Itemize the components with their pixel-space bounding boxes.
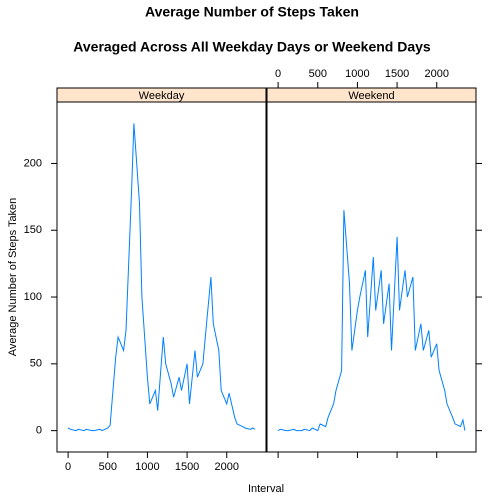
y-axis-label: Average Number of Steps Taken [7,198,19,357]
line [277,210,466,432]
x-tick-label: 500 [309,68,327,80]
y-tick-label: 150 [24,224,42,236]
strip-label: Weekday [139,90,185,102]
line [67,123,256,432]
chart-title: Average Number of Steps Taken [145,4,359,20]
strip-label: Weekend [348,90,394,102]
panel [266,101,477,453]
y-tick-label: 200 [24,157,42,169]
y-tick-label: 100 [24,291,42,303]
y-tick-label: 50 [30,358,42,370]
x-tick-label: 0 [275,68,281,80]
x-tick-label: 2000 [214,461,238,473]
x-axis-label: Interval [248,483,284,495]
chart-subtitle: Averaged Across All Weekday Days or Week… [73,39,431,55]
x-tick-label: 1000 [345,68,369,80]
panel [56,101,267,453]
x-tick-label: 2000 [424,68,448,80]
x-tick-label: 0 [65,461,71,473]
y-tick-label: 0 [36,425,42,437]
x-tick-label: 1500 [175,461,199,473]
x-tick-label: 1500 [385,68,409,80]
x-tick-label: 1000 [135,461,159,473]
x-tick-label: 500 [99,461,117,473]
